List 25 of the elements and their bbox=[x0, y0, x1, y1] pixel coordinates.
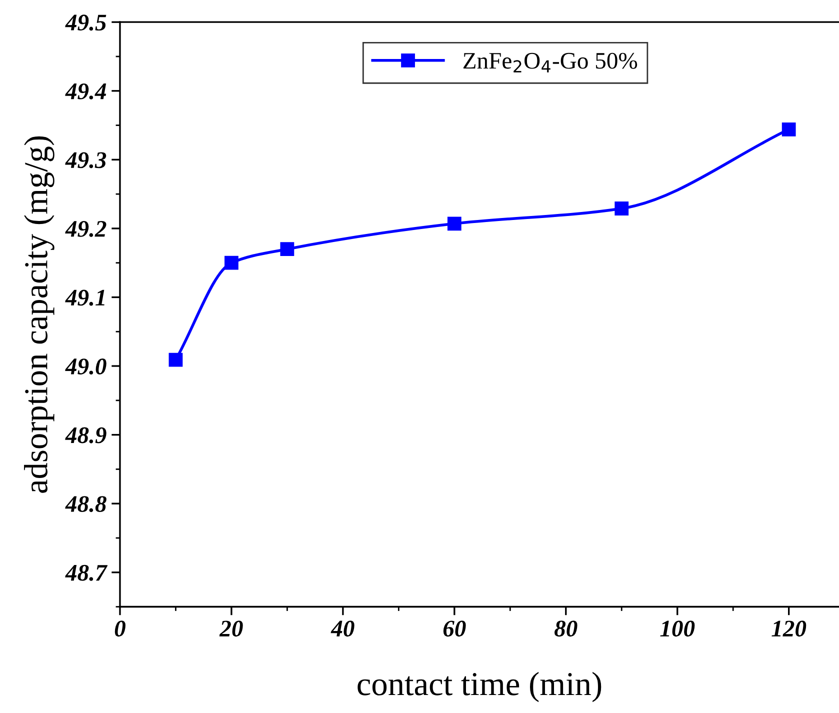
x-axis-title: contact time (min) bbox=[358, 672, 602, 702]
x-tick-label: 80 bbox=[554, 620, 578, 637]
y-tick-label: 49.1 bbox=[65, 290, 104, 306]
point bbox=[224, 256, 238, 270]
x-tick-label: 20 bbox=[219, 620, 243, 637]
y-tick-label: 49.3 bbox=[65, 152, 106, 168]
x-tick-label: 60 bbox=[443, 620, 466, 637]
y-tick-label: 49.4 bbox=[65, 83, 106, 100]
y-axis-title: adsorption capacity (mg/g) bbox=[24, 136, 54, 493]
y-tick-label: 48.8 bbox=[65, 496, 106, 512]
x-tick-label: 40 bbox=[330, 620, 354, 637]
x-tick-label: 120 bbox=[772, 620, 806, 637]
y-tick-label: 49.0 bbox=[65, 358, 106, 375]
point bbox=[614, 202, 629, 216]
point bbox=[168, 352, 183, 367]
legend-label: ZnFe$_{2}$O$_{4}$-Go 50% bbox=[463, 52, 638, 72]
x-tick-label: 100 bbox=[660, 620, 695, 637]
point bbox=[782, 122, 796, 136]
x-tick-label: 0 bbox=[114, 620, 126, 637]
y-tick-label: 49.5 bbox=[65, 14, 106, 31]
point bbox=[447, 216, 462, 231]
y-tick-label: 48.7 bbox=[65, 564, 108, 581]
y-tick-label: 49.2 bbox=[65, 221, 106, 237]
y-tick-label: 48.9 bbox=[65, 427, 106, 444]
point bbox=[280, 242, 294, 256]
